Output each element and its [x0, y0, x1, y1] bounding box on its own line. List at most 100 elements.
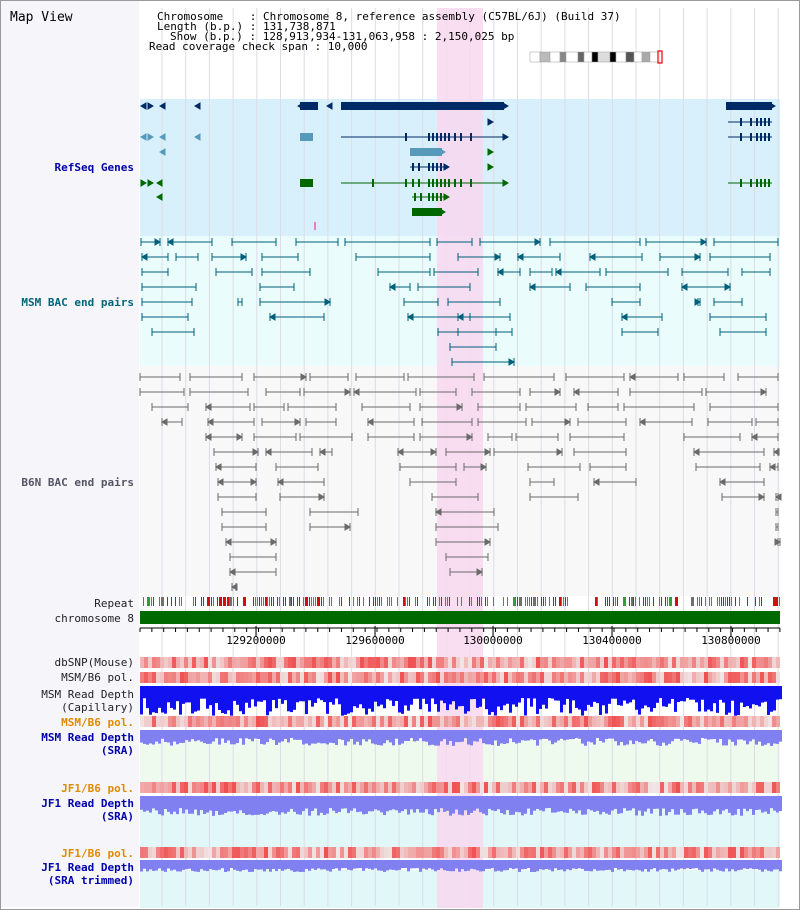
repeat-mark	[759, 597, 760, 606]
msm-depth-sra-bar	[608, 730, 611, 739]
repeat-mark	[283, 597, 284, 606]
dbsnp-label: dbSNP(Mouse)	[54, 656, 134, 669]
dbsnp-heat-cell	[276, 657, 280, 668]
jf1-depth-sra-bar	[452, 796, 455, 814]
jf1-b6-pol-heat-cell	[648, 782, 652, 793]
msm-depth-cap-bar	[449, 686, 452, 705]
msm-b6-pol2-heat-cell	[400, 716, 404, 727]
refseq-arrow	[159, 133, 166, 141]
msm-b6-pol-heat-cell	[584, 672, 588, 683]
dbsnp-heat-cell	[476, 657, 480, 668]
jf1-b6-pol-heat-cell	[588, 782, 592, 793]
msm-depth-sra-bar	[389, 730, 392, 743]
msm-b6-pol-heat-cell	[436, 672, 440, 683]
jf1-depth-trim-bar	[194, 860, 197, 872]
jf1-depth-trim-bar	[140, 860, 143, 872]
jf1-depth-trim-bar	[143, 860, 146, 869]
dbsnp-heat-cell	[220, 657, 224, 668]
jf1-depth-sra-bar	[284, 796, 287, 814]
dbsnp-heat-cell	[448, 657, 452, 668]
jf1-b6-pol2-heat-cell	[772, 847, 776, 858]
msm-depth-sra-bar	[308, 730, 311, 746]
jf1-b6-pol-heat-cell	[380, 782, 384, 793]
msm-b6-pol2-heat-cell	[684, 716, 688, 727]
jf1-depth-trim-bar	[197, 860, 200, 872]
jf1-depth-trim-bar	[209, 860, 212, 870]
jf1-b6-pol-heat-cell	[144, 782, 148, 793]
jf1-depth-trim-bar	[602, 860, 605, 871]
msm-b6-pol-heat-cell	[492, 672, 496, 683]
msm-depth-sra-bar	[629, 730, 632, 741]
jf1-b6-pol2-heat-cell	[724, 847, 728, 858]
dbsnp-heat-cell	[508, 657, 512, 668]
msm-b6-pol2-heat-cell	[416, 716, 420, 727]
msm-depth-sra-bar	[314, 730, 317, 744]
msm-b6-pol-heat-cell	[392, 672, 396, 683]
msm-depth-cap-bar	[359, 686, 362, 705]
msm-depth-cap-bar	[539, 686, 542, 710]
jf1-depth-trim-bar	[434, 860, 437, 872]
msm-depth-sra-bar	[746, 730, 749, 745]
b6n-bac-pair-arrow	[277, 478, 284, 486]
refseq-gene-block	[341, 102, 504, 110]
msm-depth-cap-bar	[158, 686, 161, 708]
jf1-b6-pol-heat-cell	[696, 782, 700, 793]
refseq-arrow	[140, 102, 147, 110]
jf1-depth-sra-bar	[374, 796, 377, 810]
msm-b6-pol-heat-cell	[708, 672, 712, 683]
msm-depth-sra-bar	[236, 730, 239, 744]
jf1-depth-trim-bar	[779, 860, 782, 872]
msm-bac-pair-arrow	[508, 358, 515, 366]
dbsnp-heat-cell	[284, 657, 288, 668]
msm-b6-pol2-heat-cell	[204, 716, 208, 727]
dbsnp-heat-cell	[380, 657, 384, 668]
dbsnp-heat-cell	[200, 657, 204, 668]
msm-b6-pol2-heat-cell	[632, 716, 636, 727]
jf1-depth-sra-bar	[749, 796, 752, 809]
jf1-b6-pol-heat-cell	[464, 782, 468, 793]
msm-depth-cap-bar	[311, 686, 314, 707]
msm-b6-pol2-heat-cell	[776, 716, 780, 727]
repeat-mark	[233, 597, 234, 606]
msm-depth-cap-bar	[725, 686, 728, 715]
jf1-depth-trim-bar	[497, 860, 500, 871]
msm-b6-pol2-heat-cell	[544, 716, 548, 727]
refseq-arrow	[326, 102, 333, 110]
dbsnp-heat-cell	[484, 657, 488, 668]
jf1-depth-trim-bar	[239, 860, 242, 872]
msm-depth-sra-bar	[581, 730, 584, 744]
gene-exon	[454, 133, 456, 141]
msm-depth-cap-bar	[431, 686, 434, 699]
msm-depth-sra-bar	[371, 730, 374, 744]
msm-depth-cap-bar	[434, 686, 437, 705]
repeat-mark	[701, 597, 702, 606]
msm-b6-pol-heat-cell	[456, 672, 460, 683]
msm-depth-cap-bar	[632, 686, 635, 700]
jf1-depth-trim-bar	[218, 860, 221, 870]
msm-depth-cap-bar	[479, 686, 482, 707]
gene-exon	[460, 133, 462, 141]
jf1-b6-pol-heat-cell	[428, 782, 432, 793]
dbsnp-heat-cell	[420, 657, 424, 668]
msm-depth-cap-bar	[569, 686, 572, 714]
msm-depth-cap-bar	[290, 686, 293, 713]
repeat-mark	[559, 597, 562, 606]
jf1-b6-pol-heat-cell	[376, 782, 380, 793]
jf1-depth-trim-bar	[494, 860, 497, 872]
jf1-b6-pol2-heat-cell	[528, 847, 532, 858]
msm-b6-pol-heat-cell	[576, 672, 580, 683]
jf1-b6-pol-heat-cell	[312, 782, 316, 793]
b6n-bac-pair-arrow	[397, 448, 404, 456]
jf1-b6-pol-heat-cell	[268, 782, 272, 793]
jf1-depth-sra-bar	[626, 796, 629, 811]
jf1-depth-trim-bar	[623, 860, 626, 872]
jf1-depth-trim-bar	[527, 860, 530, 869]
jf1-b6-pol2-heat-cell	[212, 847, 216, 858]
repeat-mark	[537, 597, 538, 606]
jf1-b6-pol2-heat-cell	[720, 847, 724, 858]
msm-depth-sra-bar	[179, 730, 182, 743]
jf1-depth-trim-bar	[728, 860, 731, 872]
dbsnp-heat-cell	[228, 657, 232, 668]
jf1-depth-trim-bar	[419, 860, 422, 872]
